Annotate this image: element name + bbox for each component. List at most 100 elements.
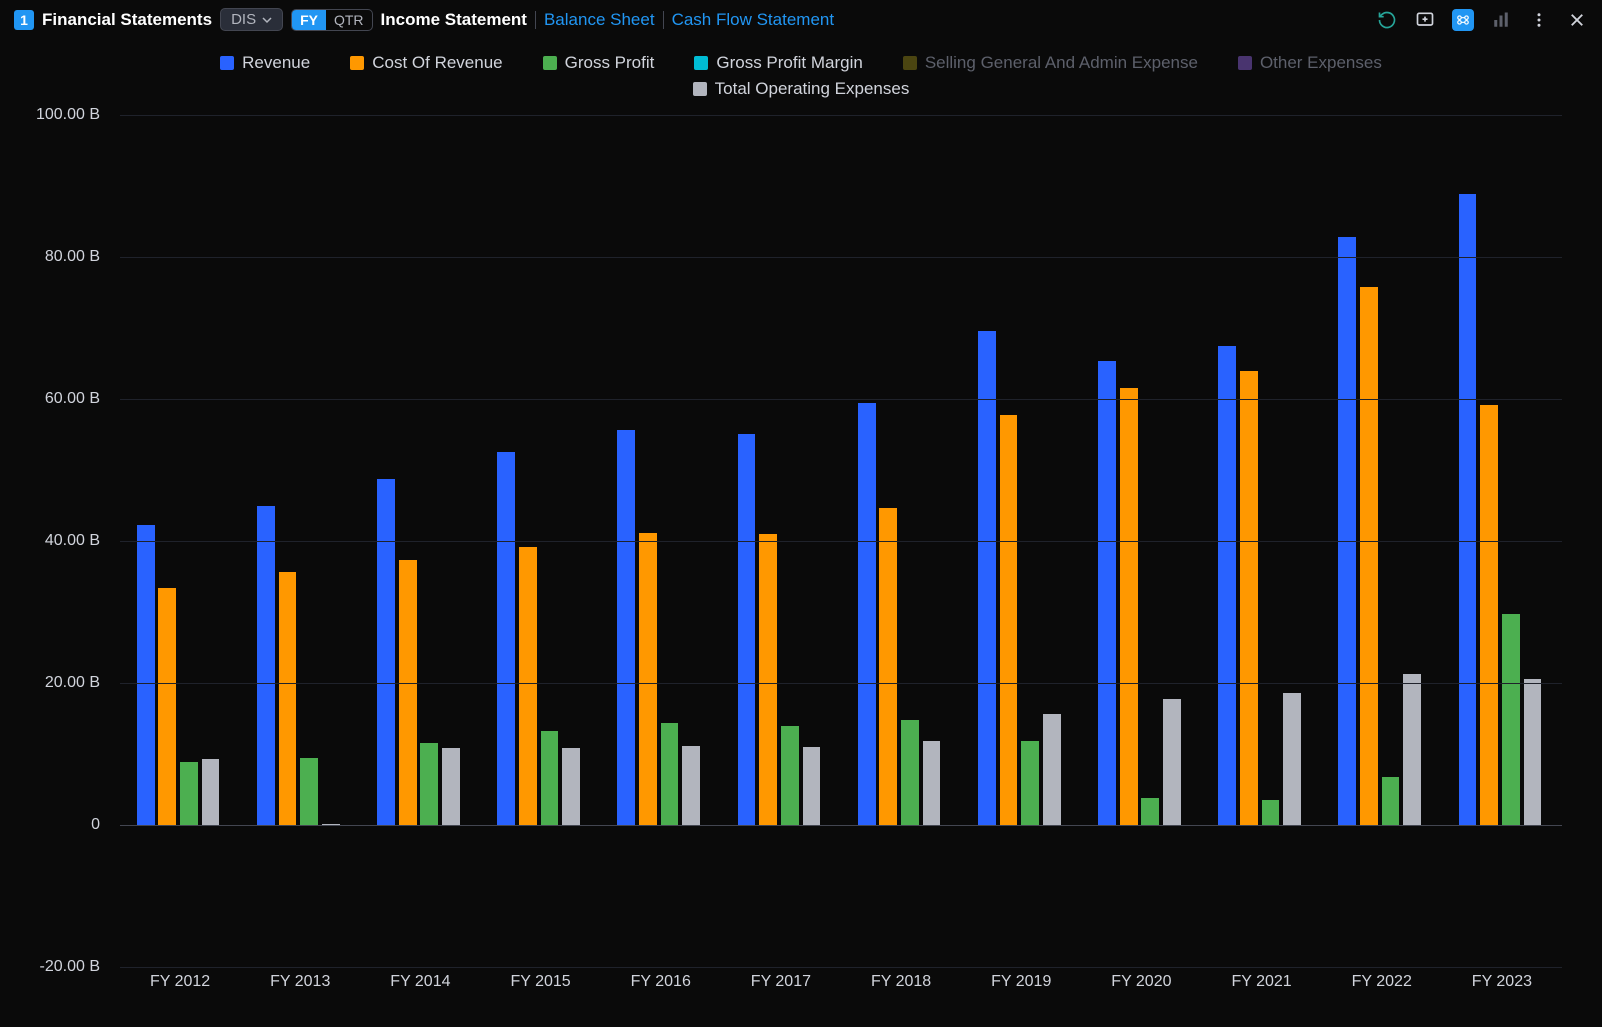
more-menu-icon[interactable] — [1528, 9, 1550, 31]
bar-cor[interactable] — [279, 572, 297, 825]
bar-revenue[interactable] — [497, 452, 515, 825]
tab-cash-flow[interactable]: Cash Flow Statement — [672, 10, 835, 30]
bar-gross[interactable] — [180, 762, 198, 825]
x-tick-label: FY 2013 — [270, 973, 330, 991]
bar-revenue[interactable] — [257, 506, 275, 826]
bar-cor[interactable] — [1120, 388, 1138, 825]
bar-gross[interactable] — [541, 731, 559, 825]
bar-revenue[interactable] — [1459, 194, 1477, 825]
bar-revenue[interactable] — [617, 430, 635, 825]
legend-label: Cost Of Revenue — [372, 53, 502, 73]
bar-opex[interactable] — [1283, 693, 1301, 825]
bar-opex[interactable] — [1043, 714, 1061, 825]
period-qtr-button[interactable]: QTR — [326, 10, 372, 30]
bar-cor[interactable] — [1360, 287, 1378, 825]
bar-gross[interactable] — [1262, 800, 1280, 825]
chart-type-icon[interactable] — [1452, 9, 1474, 31]
bar-revenue[interactable] — [978, 331, 996, 825]
bar-gross[interactable] — [901, 720, 919, 825]
period-fy-button[interactable]: FY — [292, 10, 326, 30]
ticker-selector[interactable]: DIS — [220, 8, 283, 31]
bar-cor[interactable] — [1240, 371, 1258, 825]
statement-tabs: Income Statement Balance Sheet Cash Flow… — [381, 10, 835, 30]
bar-revenue[interactable] — [1098, 361, 1116, 825]
legend-swatch — [693, 82, 707, 96]
bar-opex[interactable] — [202, 759, 220, 825]
bar-gross[interactable] — [1021, 741, 1039, 825]
bar-revenue[interactable] — [858, 403, 876, 825]
y-tick-label: 60.00 B — [45, 390, 100, 408]
chart-area: 100.00 B80.00 B60.00 B40.00 B20.00 B0-20… — [0, 105, 1602, 1027]
bar-cor[interactable] — [519, 547, 537, 825]
x-tick-label: FY 2022 — [1352, 973, 1412, 991]
bar-gross[interactable] — [420, 743, 438, 825]
bar-chart-icon[interactable] — [1490, 9, 1512, 31]
header-bar: 1 Financial Statements DIS FY QTR Income… — [0, 0, 1602, 39]
legend-label: Revenue — [242, 53, 310, 73]
bar-revenue[interactable] — [1338, 237, 1356, 825]
add-alert-icon[interactable] — [1414, 9, 1436, 31]
legend-swatch — [350, 56, 364, 70]
bar-revenue[interactable] — [137, 525, 155, 825]
legend-item-revenue[interactable]: Revenue — [220, 53, 310, 73]
x-tick-label: FY 2017 — [751, 973, 811, 991]
chart-legend: Revenue Cost Of Revenue Gross Profit Gross … — [0, 39, 1602, 105]
header-left: 1 Financial Statements DIS FY QTR Income… — [14, 8, 1368, 31]
bar-gross[interactable] — [1502, 614, 1520, 825]
legend-item-gross[interactable]: Gross Profit — [543, 53, 655, 73]
panel-title: Financial Statements — [42, 10, 212, 30]
legend-label: Other Expenses — [1260, 53, 1382, 73]
legend-label: Total Operating Expenses — [715, 79, 910, 99]
legend-swatch — [694, 56, 708, 70]
close-icon[interactable] — [1566, 9, 1588, 31]
y-tick-label: -20.00 B — [40, 958, 100, 976]
bar-opex[interactable] — [682, 746, 700, 826]
bar-cor[interactable] — [399, 560, 417, 825]
legend-item-sga[interactable]: Selling General And Admin Expense — [903, 53, 1198, 73]
x-tick-label: FY 2021 — [1231, 973, 1291, 991]
bar-cor[interactable] — [639, 533, 657, 825]
bar-opex[interactable] — [923, 741, 941, 825]
chevron-down-icon — [262, 15, 272, 25]
gridline — [120, 115, 1562, 116]
legend-item-gpm[interactable]: Gross Profit Margin — [694, 53, 862, 73]
bar-revenue[interactable] — [738, 434, 756, 825]
bar-cor[interactable] — [759, 534, 777, 825]
bar-cor[interactable] — [1480, 405, 1498, 825]
bar-opex[interactable] — [803, 747, 821, 825]
bar-opex[interactable] — [1163, 699, 1181, 825]
bar-revenue[interactable] — [377, 479, 395, 825]
bar-opex[interactable] — [562, 748, 580, 825]
gridline — [120, 257, 1562, 258]
bar-cor[interactable] — [879, 508, 897, 825]
legend-swatch — [220, 56, 234, 70]
bar-opex[interactable] — [1403, 674, 1421, 825]
bar-opex[interactable] — [442, 748, 460, 825]
legend-item-oth[interactable]: Other Expenses — [1238, 53, 1382, 73]
bar-gross[interactable] — [781, 726, 799, 825]
bar-revenue[interactable] — [1218, 346, 1236, 825]
bar-cor[interactable] — [158, 588, 176, 825]
bar-gross[interactable] — [1382, 777, 1400, 825]
legend-label: Gross Profit Margin — [716, 53, 862, 73]
refresh-icon[interactable] — [1376, 9, 1398, 31]
gridline — [120, 967, 1562, 968]
y-tick-label: 40.00 B — [45, 532, 100, 550]
bar-gross[interactable] — [661, 723, 679, 825]
tab-income-statement[interactable]: Income Statement — [381, 10, 527, 30]
bar-opex[interactable] — [1524, 679, 1542, 825]
gridline — [120, 541, 1562, 542]
bar-gross[interactable] — [300, 758, 318, 825]
period-toggle: FY QTR — [291, 9, 372, 31]
legend-swatch — [1238, 56, 1252, 70]
header-right — [1376, 9, 1588, 31]
bar-cor[interactable] — [1000, 415, 1018, 825]
x-tick-label: FY 2020 — [1111, 973, 1171, 991]
tab-balance-sheet[interactable]: Balance Sheet — [544, 10, 655, 30]
bar-gross[interactable] — [1141, 798, 1159, 825]
legend-item-cor[interactable]: Cost Of Revenue — [350, 53, 502, 73]
x-axis: FY 2012FY 2013FY 2014FY 2015FY 2016FY 20… — [120, 973, 1562, 997]
gridline — [120, 399, 1562, 400]
legend-item-opex[interactable]: Total Operating Expenses — [693, 79, 910, 99]
x-tick-label: FY 2012 — [150, 973, 210, 991]
